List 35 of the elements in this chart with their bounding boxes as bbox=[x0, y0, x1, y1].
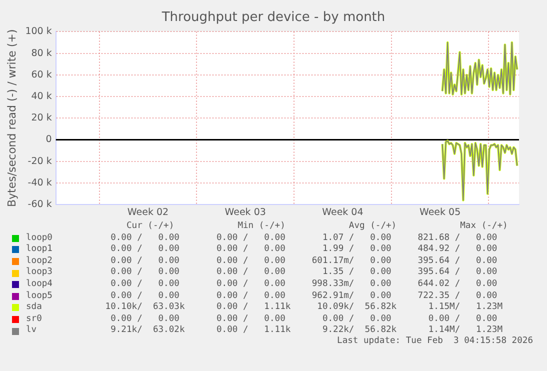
text: 0.00 / 0.00 0.00 / 0.00 1.07 / 0.00 821.68 / 0.00 bbox=[110, 232, 498, 244]
legend-label: loop0 bbox=[26, 232, 54, 244]
x-tick-label: Week 03 bbox=[224, 206, 266, 218]
legend-label: loop5 bbox=[26, 290, 54, 302]
y-tick-label: 0 bbox=[46, 134, 52, 146]
text: 0.00 / 0.00 0.00 / 0.00 0.00 / 0.00 0.00 / 0.00 bbox=[110, 314, 498, 325]
y-tick-label: -40 k bbox=[28, 177, 52, 188]
x-tick-label: Week 05 bbox=[419, 206, 461, 218]
x-tick-label: Week 02 bbox=[127, 206, 169, 218]
y-tick-label: -20 k bbox=[28, 156, 52, 167]
legend-label: loop4 bbox=[26, 278, 54, 291]
legend-label: sr0 bbox=[26, 314, 43, 325]
legend-label: loop2 bbox=[26, 256, 54, 267]
text: 0.00 / 0.00 0.00 / 0.00 601.17m/ 0.00 395.64 / 0.00 bbox=[110, 256, 498, 268]
legend-label: loop3 bbox=[26, 267, 54, 279]
text: Cur (-/+) Min (-/+) Avg (-/+) Max (-/+) bbox=[125, 221, 508, 233]
text: 9.21k/ 63.02k 0.00 / 1.11k 9.22k/ 56.82k 1.14M/ 1.23M bbox=[110, 325, 503, 336]
y-tick-label: 60 k bbox=[31, 69, 52, 80]
text: 0.00 / 0.00 0.00 / 0.00 998.33m/ 0.00 644.02 / 0.00 bbox=[110, 278, 498, 291]
text: Last update: Tue Feb 3 04:15:58 2026 bbox=[337, 336, 533, 346]
legend-label: loop1 bbox=[26, 244, 54, 256]
text: 0.00 / 0.00 0.00 / 0.00 1.99 / 0.00 484.92 / 0.00 bbox=[110, 244, 498, 256]
y-axis-title: Bytes/second read (-) / write (+) bbox=[5, 29, 18, 208]
chart-title: Throughput per device - by month bbox=[160, 10, 386, 25]
y-tick-label: -60 k bbox=[28, 199, 52, 210]
text: 10.10k/ 63.03k 0.00 / 1.11k 10.09k/ 56.82k 1.15M/ 1.23M bbox=[104, 302, 503, 314]
y-tick-label: 100 k bbox=[25, 26, 52, 38]
y-tick-label: 20 k bbox=[31, 112, 52, 124]
y-tick-label: 40 k bbox=[31, 91, 52, 102]
x-tick-label: Week 04 bbox=[322, 206, 364, 218]
y-tick-label: 80 k bbox=[31, 48, 52, 59]
legend-label: sda bbox=[26, 302, 43, 314]
text: 0.00 / 0.00 0.00 / 0.00 962.91m/ 0.00 722.35 / 0.00 bbox=[110, 290, 498, 302]
legend-label: lv bbox=[26, 325, 38, 337]
text: 0.00 / 0.00 0.00 / 0.00 1.35 / 0.00 395.64 / 0.00 bbox=[110, 267, 498, 279]
